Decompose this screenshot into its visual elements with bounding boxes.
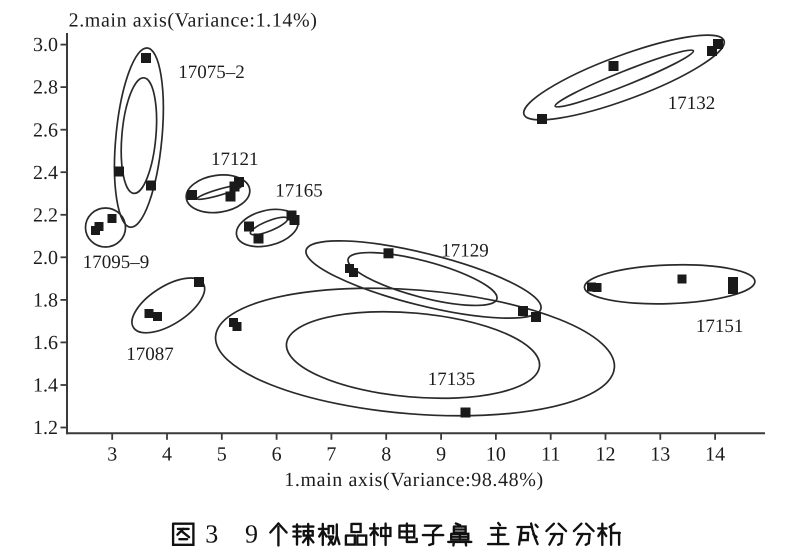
- svg-text:2.0: 2.0: [33, 247, 58, 269]
- svg-text:5: 5: [217, 443, 227, 465]
- svg-text:2.8: 2.8: [33, 77, 58, 99]
- svg-text:1.4: 1.4: [33, 375, 58, 397]
- svg-text:13: 13: [650, 443, 670, 465]
- svg-text:17135: 17135: [428, 369, 476, 390]
- svg-text:3: 3: [205, 520, 218, 549]
- svg-text:4: 4: [162, 443, 172, 465]
- svg-text:2.4: 2.4: [33, 162, 58, 184]
- svg-text:14: 14: [705, 443, 725, 465]
- svg-text:7: 7: [326, 443, 336, 465]
- svg-text:17151: 17151: [696, 316, 744, 337]
- svg-text:1.6: 1.6: [33, 332, 58, 354]
- svg-text:9: 9: [436, 443, 446, 465]
- svg-text:3: 3: [107, 443, 117, 465]
- svg-text:10: 10: [486, 443, 506, 465]
- svg-text:6: 6: [272, 443, 282, 465]
- svg-text:12: 12: [596, 443, 616, 465]
- svg-text:17075–2: 17075–2: [178, 62, 245, 83]
- svg-text:17132: 17132: [668, 93, 716, 114]
- svg-text:2.6: 2.6: [33, 119, 58, 141]
- svg-text:2.2: 2.2: [33, 204, 58, 226]
- svg-text:1.8: 1.8: [33, 290, 58, 312]
- svg-text:9: 9: [245, 520, 258, 549]
- svg-text:17095–9: 17095–9: [83, 252, 150, 273]
- svg-text:17087: 17087: [126, 344, 174, 365]
- svg-text:17165: 17165: [275, 181, 323, 202]
- svg-text:8: 8: [381, 443, 391, 465]
- svg-text:17121: 17121: [211, 149, 259, 170]
- svg-text:3.0: 3.0: [33, 34, 58, 56]
- svg-text:1.2: 1.2: [33, 417, 58, 439]
- svg-text:17129: 17129: [441, 241, 489, 262]
- svg-text:2.main axis(Variance:1.14%): 2.main axis(Variance:1.14%): [69, 10, 318, 32]
- svg-text:1.main axis(Variance:98.48%): 1.main axis(Variance:98.48%): [284, 469, 544, 491]
- svg-text:11: 11: [541, 443, 560, 465]
